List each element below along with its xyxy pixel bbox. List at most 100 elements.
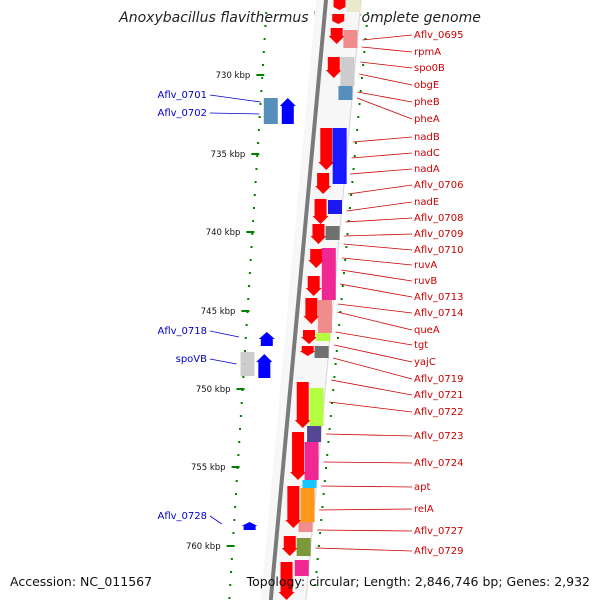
ruler-dot <box>341 285 344 287</box>
ruler-dot <box>237 454 240 456</box>
leader-line <box>349 168 413 175</box>
ruler-dot <box>325 467 328 469</box>
ruler-dot <box>358 103 361 105</box>
ruler-dot <box>344 259 347 261</box>
forward-gene-label: queA <box>414 325 440 336</box>
forward-gene-label: yajC <box>414 357 436 368</box>
forward-gene-label: nadB <box>414 132 440 143</box>
ruler-dot <box>365 25 368 27</box>
ruler-dot <box>254 181 257 183</box>
ruler-dot <box>230 571 233 573</box>
forward-gene-label: Aflv_0695 <box>414 30 464 41</box>
forward-gene-label: Aflv_0706 <box>414 180 464 191</box>
ruler-dot <box>252 207 255 209</box>
forward-gene-label: ruvB <box>414 276 437 287</box>
ruler-dot <box>336 337 339 339</box>
gene-feature-block <box>240 352 255 376</box>
forward-gene-label: obgE <box>414 80 439 91</box>
gene-feature-block <box>296 538 311 556</box>
forward-gene-arrow <box>315 173 332 194</box>
forward-gene-label: Aflv_0727 <box>414 526 464 537</box>
leader-line <box>343 243 413 251</box>
ruler-dot <box>250 246 253 248</box>
ruler-dot <box>240 402 243 404</box>
forward-gene-label: nadA <box>414 164 440 175</box>
ruler-tick-label: 730 kbp <box>216 71 251 81</box>
ruler-tick-label: 740 kbp <box>206 228 241 238</box>
forward-gene-label: Aflv_0721 <box>414 390 464 401</box>
gene-feature-block <box>327 200 342 214</box>
ruler-dot <box>359 90 362 92</box>
ruler-tick-label: 755 kbp <box>191 463 226 473</box>
forward-gene-label: Aflv_0708 <box>414 213 464 224</box>
ruler-dot <box>247 298 250 300</box>
reverse-gene-label: Aflv_0702 <box>157 108 207 119</box>
ruler-tick-label: 745 kbp <box>201 307 236 317</box>
reverse-gene-label: spoVB <box>176 354 208 365</box>
ruler-dot <box>332 389 335 391</box>
reverse-gene-arrow <box>258 332 275 346</box>
forward-gene-arrow <box>310 224 327 244</box>
ruler-dot <box>253 194 256 196</box>
ruler-dot <box>364 38 367 40</box>
gene-feature-block <box>314 346 329 358</box>
gene-feature-block <box>346 0 361 12</box>
ruler-dot <box>342 272 345 274</box>
forward-gene-label: pheA <box>414 114 440 125</box>
forward-gene-arrow <box>312 199 329 224</box>
ruler-dot <box>360 77 363 79</box>
ruler-dot <box>366 12 369 14</box>
leader-line <box>317 529 413 532</box>
ruler-dot <box>261 64 264 66</box>
ruler-dot <box>243 350 246 352</box>
accession-text: Accession: NC_011567 <box>10 574 153 589</box>
gene-feature-block <box>298 522 313 532</box>
gene-feature-block <box>294 560 309 576</box>
ruler-dot <box>319 532 322 534</box>
reverse-gene-label: Aflv_0701 <box>157 90 207 101</box>
ruler-dot <box>257 129 260 131</box>
leader-line <box>315 547 413 552</box>
forward-gene-label: Aflv_0723 <box>414 431 464 442</box>
forward-gene-label: nadC <box>414 148 440 159</box>
ruler-dot <box>333 376 336 378</box>
ruler-dot <box>346 233 349 235</box>
leader-line <box>348 184 413 195</box>
forward-gene-arrow <box>285 486 302 528</box>
ruler-dot <box>321 506 324 508</box>
ruler-tick-label: 735 kbp <box>211 150 246 160</box>
ruler-dot <box>248 272 251 274</box>
ruler-dot <box>353 155 356 157</box>
ruler-dot <box>320 519 323 521</box>
ruler-dot <box>339 311 342 313</box>
forward-gene-arrow <box>305 276 322 296</box>
leader-line <box>344 233 413 237</box>
ruler-dot <box>357 116 360 118</box>
ruler-dot <box>352 168 355 170</box>
ruler-dot <box>229 584 232 586</box>
forward-gene-label: ruvA <box>414 260 437 271</box>
ruler-dot <box>327 441 330 443</box>
ruler-dot <box>239 428 242 430</box>
gene-feature-block <box>317 300 332 333</box>
forward-gene-label: Aflv_0710 <box>414 245 464 256</box>
forward-gene-label: Aflv_0722 <box>414 407 464 418</box>
reverse-gene-arrow <box>241 522 258 530</box>
leader-line <box>332 357 413 380</box>
gene-feature-block <box>302 480 317 488</box>
ruler-dot <box>350 194 353 196</box>
forward-gene-label: Aflv_0713 <box>414 292 464 303</box>
leader-line <box>328 401 413 413</box>
gene-feature-block <box>332 128 347 184</box>
ruler-dot <box>328 428 331 430</box>
forward-gene-label: Aflv_0719 <box>414 374 464 385</box>
reverse-gene-label: Aflv_0728 <box>157 511 207 522</box>
ruler-dot <box>232 532 235 534</box>
forward-gene-arrow <box>333 0 346 10</box>
forward-gene-label: Aflv_0709 <box>414 229 464 240</box>
gene-feature-block <box>300 488 315 522</box>
forward-gene-arrow <box>278 562 295 600</box>
gene-feature-block <box>315 333 330 341</box>
leader-line <box>335 331 413 346</box>
ruler-dot <box>363 51 366 53</box>
